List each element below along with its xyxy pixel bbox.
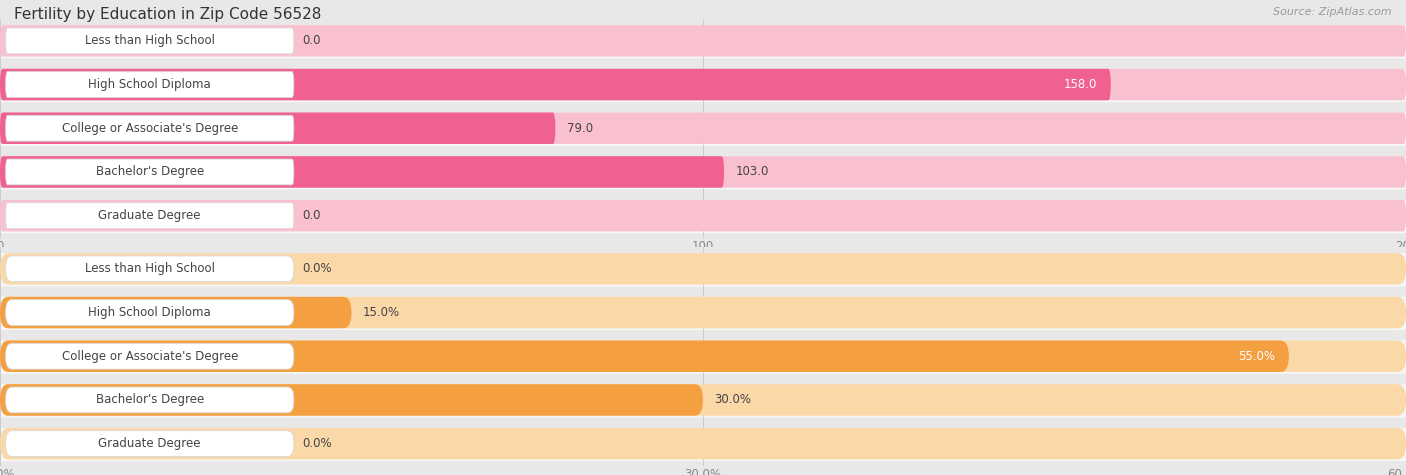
Text: 0.0%: 0.0%	[302, 262, 332, 276]
FancyBboxPatch shape	[0, 384, 1406, 418]
FancyBboxPatch shape	[0, 156, 1406, 190]
FancyBboxPatch shape	[6, 203, 294, 228]
FancyBboxPatch shape	[0, 297, 1406, 328]
FancyBboxPatch shape	[0, 200, 1406, 231]
FancyBboxPatch shape	[6, 343, 294, 369]
FancyBboxPatch shape	[0, 297, 1406, 330]
Text: High School Diploma: High School Diploma	[89, 78, 211, 91]
Text: 55.0%: 55.0%	[1237, 350, 1275, 363]
FancyBboxPatch shape	[0, 113, 555, 144]
FancyBboxPatch shape	[0, 25, 1406, 58]
Text: College or Associate's Degree: College or Associate's Degree	[62, 350, 238, 363]
FancyBboxPatch shape	[6, 300, 294, 325]
FancyBboxPatch shape	[0, 69, 1406, 100]
Text: 0.0: 0.0	[302, 209, 321, 222]
Text: 79.0: 79.0	[567, 122, 593, 135]
FancyBboxPatch shape	[0, 341, 1289, 372]
Text: Bachelor's Degree: Bachelor's Degree	[96, 165, 204, 179]
Text: 158.0: 158.0	[1063, 78, 1097, 91]
FancyBboxPatch shape	[6, 115, 294, 141]
Text: 30.0%: 30.0%	[714, 393, 751, 407]
FancyBboxPatch shape	[6, 256, 294, 282]
Text: College or Associate's Degree: College or Associate's Degree	[62, 122, 238, 135]
FancyBboxPatch shape	[6, 431, 294, 456]
FancyBboxPatch shape	[0, 156, 724, 188]
FancyBboxPatch shape	[0, 341, 1406, 372]
Text: 0.0%: 0.0%	[302, 437, 332, 450]
Text: 103.0: 103.0	[735, 165, 769, 179]
FancyBboxPatch shape	[0, 113, 1406, 146]
FancyBboxPatch shape	[0, 253, 1406, 286]
FancyBboxPatch shape	[6, 159, 294, 185]
Text: Fertility by Education in Zip Code 56528: Fertility by Education in Zip Code 56528	[14, 7, 322, 22]
FancyBboxPatch shape	[6, 28, 294, 54]
FancyBboxPatch shape	[0, 384, 703, 416]
Text: Less than High School: Less than High School	[84, 34, 215, 48]
Text: 0.0: 0.0	[302, 34, 321, 48]
FancyBboxPatch shape	[0, 156, 1406, 188]
Text: Less than High School: Less than High School	[84, 262, 215, 276]
Text: Graduate Degree: Graduate Degree	[98, 437, 201, 450]
Text: Graduate Degree: Graduate Degree	[98, 209, 201, 222]
Text: Bachelor's Degree: Bachelor's Degree	[96, 393, 204, 407]
FancyBboxPatch shape	[0, 200, 1406, 233]
FancyBboxPatch shape	[0, 253, 1406, 285]
Text: 15.0%: 15.0%	[363, 306, 399, 319]
FancyBboxPatch shape	[0, 297, 352, 328]
Text: High School Diploma: High School Diploma	[89, 306, 211, 319]
FancyBboxPatch shape	[6, 387, 294, 413]
FancyBboxPatch shape	[0, 69, 1111, 100]
FancyBboxPatch shape	[0, 428, 1406, 459]
FancyBboxPatch shape	[0, 384, 1406, 416]
FancyBboxPatch shape	[6, 72, 294, 97]
FancyBboxPatch shape	[0, 113, 1406, 144]
FancyBboxPatch shape	[0, 25, 1406, 57]
Text: Source: ZipAtlas.com: Source: ZipAtlas.com	[1274, 7, 1392, 17]
FancyBboxPatch shape	[0, 428, 1406, 461]
FancyBboxPatch shape	[0, 69, 1406, 102]
FancyBboxPatch shape	[0, 341, 1406, 374]
